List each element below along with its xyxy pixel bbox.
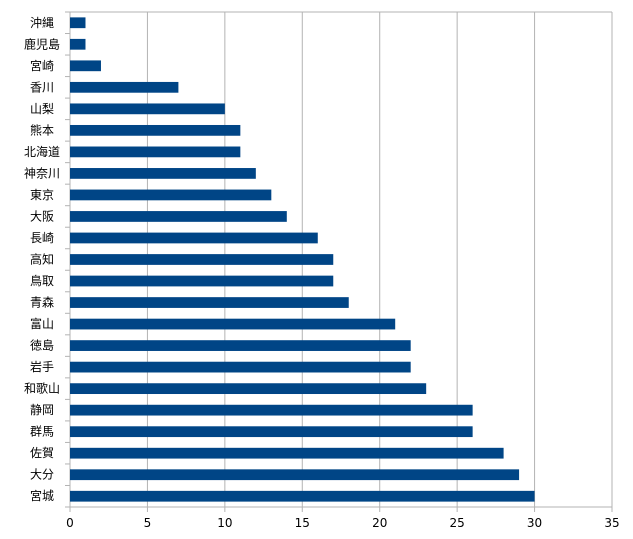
bar [70, 490, 535, 502]
bars [70, 17, 535, 502]
bar [70, 447, 504, 459]
category-label: 宮崎 [30, 58, 54, 73]
bar [70, 232, 318, 244]
bar [70, 103, 225, 115]
bar [70, 297, 349, 308]
gridlines [65, 11, 613, 512]
bar [70, 469, 520, 481]
x-tick-label: 35 [604, 516, 619, 530]
bar [70, 340, 411, 351]
category-label: 鳥取 [30, 273, 54, 288]
category-label: 神奈川 [24, 166, 60, 180]
x-tick-label: 5 [144, 516, 152, 530]
x-tick-label: 25 [450, 516, 465, 530]
category-label: 和歌山 [24, 381, 60, 396]
category-labels: 沖縄鹿児島宮崎香川山梨熊本北海道神奈川東京大阪長崎高知鳥取青森富山徳島岩手和歌山… [24, 15, 60, 503]
x-tick-label: 15 [295, 516, 310, 530]
category-label: 鹿児島 [24, 36, 60, 51]
category-label: 大阪 [30, 209, 54, 223]
category-label: 高知 [30, 252, 54, 267]
category-label: 宮城 [30, 488, 54, 503]
x-tick-label: 20 [372, 516, 387, 530]
bar [70, 361, 411, 373]
category-label: 大分 [30, 468, 54, 482]
bar [70, 124, 241, 136]
category-label: 熊本 [30, 122, 54, 137]
category-label: 佐賀 [30, 446, 54, 460]
bar [70, 189, 272, 201]
category-label: 岩手 [30, 359, 54, 374]
category-label: 静岡 [30, 403, 54, 417]
category-label: 富山 [30, 316, 54, 331]
bar [70, 275, 334, 287]
bar [70, 211, 287, 222]
x-axis-ticks: 0 5 10 15 20 25 30 35 [66, 516, 619, 530]
category-label: 香川 [30, 80, 54, 94]
bar [70, 146, 241, 158]
bar [70, 168, 256, 179]
bar [70, 383, 427, 395]
bar [70, 426, 473, 438]
x-tick-label: 0 [66, 516, 74, 530]
category-label: 沖縄 [30, 15, 54, 30]
x-tick-label: 10 [217, 516, 232, 530]
x-tick-label: 30 [527, 516, 542, 530]
category-label: 長崎 [30, 231, 54, 245]
category-label: 山梨 [30, 102, 54, 116]
bar [70, 318, 396, 330]
bar [70, 38, 86, 50]
bar [70, 254, 334, 265]
category-label: 青森 [30, 295, 54, 310]
bar [70, 60, 101, 72]
category-label: 群馬 [30, 425, 54, 439]
category-label: 徳島 [30, 338, 54, 353]
category-label: 東京 [30, 188, 54, 202]
category-label: 北海道 [24, 144, 60, 159]
bar [70, 17, 86, 29]
bar [70, 404, 473, 416]
bar [70, 81, 179, 93]
